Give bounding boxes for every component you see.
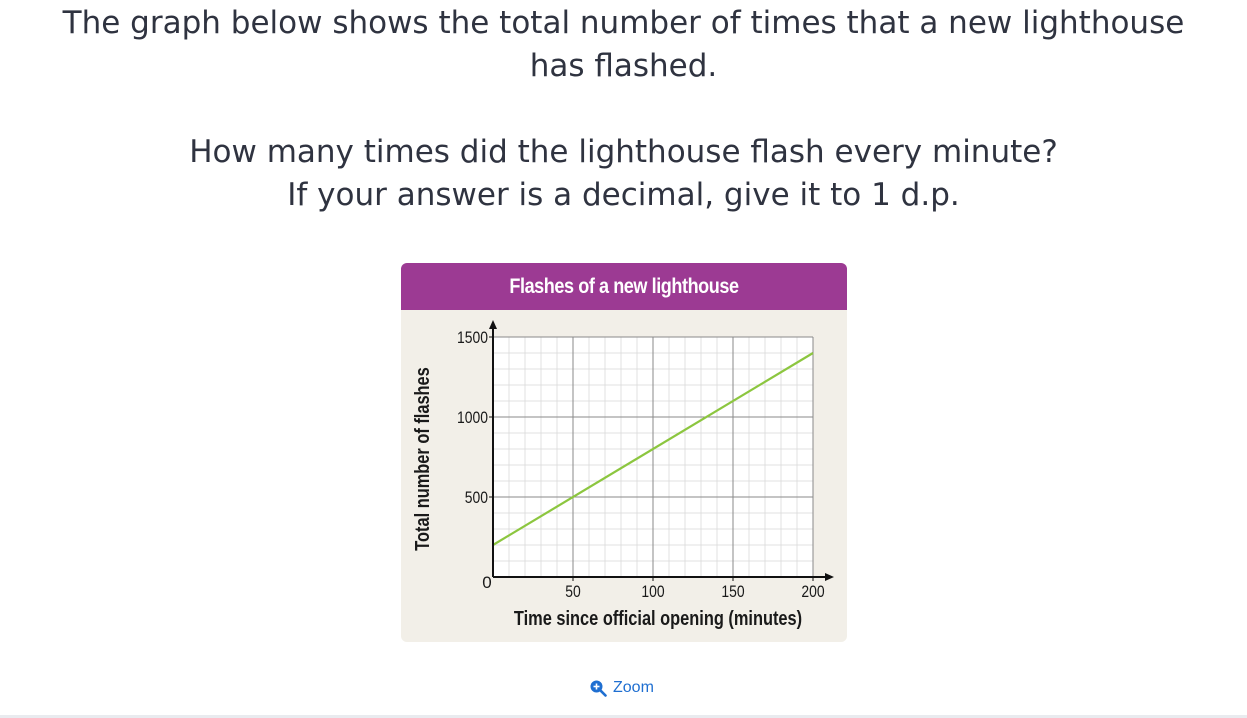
- x-tick-label: 50: [565, 583, 581, 602]
- y-axis-label: Total number of flashes: [410, 367, 433, 551]
- x-axis-arrow: [825, 573, 834, 581]
- y-tick-label: 500: [465, 489, 489, 508]
- x-tick-label: 100: [641, 583, 665, 602]
- x-tick-label: 150: [721, 583, 745, 602]
- origin-label: 0: [482, 573, 491, 592]
- zoom-in-icon: [590, 680, 607, 697]
- bottom-divider: [0, 715, 1247, 718]
- y-tick-label: 1500: [457, 329, 488, 348]
- x-axis-label: Time since official opening (minutes): [514, 606, 802, 629]
- y-axis-arrow: [489, 320, 497, 329]
- zoom-label: Zoom: [613, 679, 654, 696]
- zoom-button[interactable]: Zoom: [589, 677, 654, 699]
- y-tick-label: 1000: [457, 409, 488, 428]
- question-line-4: If your answer is a decimal, give it to …: [287, 177, 960, 213]
- chart-plot: 50 100 150 200 500 1000 1500 0 Time since offici…: [410, 320, 834, 629]
- chart-header: [401, 263, 847, 310]
- x-tick-label: 200: [801, 583, 825, 602]
- chart-card: Flashes of a new lighthouse 50 100 150 200 5…: [401, 263, 847, 642]
- series-line-0: [492, 352, 814, 546]
- chart-title: Flashes of a new lighthouse: [509, 275, 739, 298]
- question-line-2: has flashed.: [529, 48, 718, 84]
- question-line-3: How many times did the lighthouse flash …: [189, 134, 1058, 170]
- question-line-1: The graph below shows the total number o…: [62, 5, 1185, 41]
